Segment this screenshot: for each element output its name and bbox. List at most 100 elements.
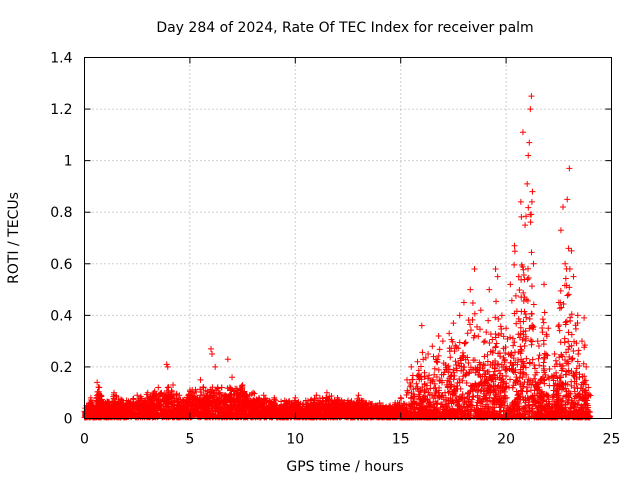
data-point — [530, 323, 537, 330]
data-point — [447, 373, 454, 380]
data-points — [81, 93, 594, 421]
data-point — [539, 316, 546, 323]
data-point — [535, 342, 542, 349]
data-point — [485, 405, 492, 412]
data-point — [567, 314, 574, 321]
data-point — [555, 322, 562, 329]
data-point — [256, 402, 263, 409]
data-point — [152, 395, 159, 402]
data-point — [510, 361, 517, 368]
data-point — [452, 358, 459, 365]
data-point — [490, 400, 497, 407]
data-point — [575, 347, 582, 354]
data-point — [352, 406, 359, 413]
data-point — [465, 370, 472, 377]
data-point — [468, 399, 475, 406]
data-point — [433, 373, 440, 380]
data-point — [520, 272, 527, 279]
data-point — [417, 401, 424, 408]
data-point — [367, 400, 374, 407]
data-point — [485, 368, 492, 375]
data-point — [404, 389, 411, 396]
data-point — [517, 324, 524, 331]
data-point — [181, 402, 188, 409]
data-point — [480, 396, 487, 403]
data-point — [410, 386, 417, 393]
data-point — [525, 376, 532, 383]
data-point — [456, 339, 463, 346]
data-point — [517, 318, 524, 325]
data-point — [447, 354, 454, 361]
data-point — [541, 355, 548, 362]
data-point — [502, 384, 509, 391]
data-point — [417, 414, 424, 421]
data-point — [513, 388, 520, 395]
data-point — [446, 348, 453, 355]
data-point — [111, 398, 118, 405]
data-point — [423, 382, 430, 389]
data-point — [497, 323, 504, 330]
data-point — [560, 300, 567, 307]
data-point — [549, 393, 556, 400]
data-point — [510, 342, 517, 349]
data-point — [492, 334, 499, 341]
data-point — [581, 396, 588, 403]
data-point — [471, 310, 478, 317]
data-point — [538, 410, 545, 417]
data-point — [137, 393, 144, 400]
data-point — [400, 414, 407, 421]
data-point — [434, 410, 441, 417]
data-point — [520, 289, 527, 296]
data-point — [577, 410, 584, 417]
data-point — [444, 377, 451, 384]
data-point — [407, 382, 414, 389]
data-point — [454, 386, 461, 393]
data-point — [553, 373, 560, 380]
data-point — [420, 356, 427, 363]
data-point — [454, 401, 461, 408]
data-point — [391, 405, 398, 412]
data-point — [451, 372, 458, 379]
data-point — [325, 401, 332, 408]
data-point — [436, 377, 443, 384]
data-point — [571, 378, 578, 385]
data-point — [142, 397, 149, 404]
data-point — [503, 363, 510, 370]
data-point — [243, 392, 250, 399]
data-point — [201, 395, 208, 402]
data-point — [456, 393, 463, 400]
data-point — [267, 400, 274, 407]
data-point — [402, 406, 409, 413]
data-point — [207, 414, 214, 421]
data-point — [525, 402, 532, 409]
data-point — [499, 383, 506, 390]
data-point — [446, 378, 453, 385]
data-point — [523, 409, 530, 416]
data-point — [443, 366, 450, 373]
data-point — [469, 299, 476, 306]
data-point — [176, 412, 183, 419]
data-point — [469, 388, 476, 395]
data-point — [204, 388, 211, 395]
data-point — [425, 400, 432, 407]
data-point — [511, 310, 518, 317]
data-point — [311, 397, 318, 404]
data-point — [447, 383, 454, 390]
data-point — [449, 405, 456, 412]
data-point — [566, 353, 573, 360]
data-point — [487, 331, 494, 338]
data-point — [565, 338, 572, 345]
data-point — [464, 354, 471, 361]
data-point — [564, 292, 571, 299]
data-point — [464, 330, 471, 337]
data-point — [477, 380, 484, 387]
data-point — [501, 357, 508, 364]
data-point — [496, 404, 503, 411]
data-point — [560, 381, 567, 388]
data-point — [541, 309, 548, 316]
data-point — [408, 395, 415, 402]
data-point — [546, 366, 553, 373]
data-point — [411, 409, 418, 416]
data-point — [546, 382, 553, 389]
data-point — [467, 327, 474, 334]
